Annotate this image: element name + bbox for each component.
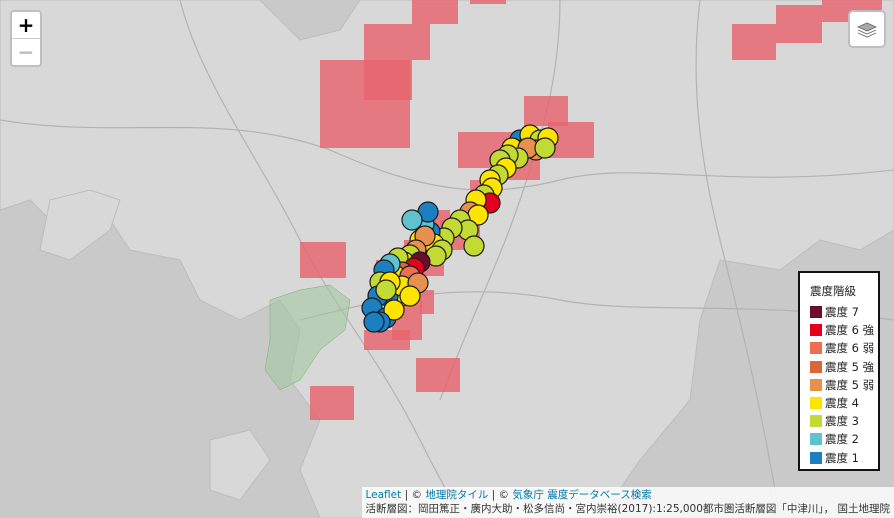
legend-swatch [810, 415, 822, 428]
legend-swatch [810, 397, 822, 410]
intensity-mesh-cell[interactable] [524, 96, 568, 126]
intensity-mesh-cell[interactable] [300, 242, 346, 278]
legend-label: 震度 3 [825, 414, 859, 429]
legend-swatch [810, 342, 822, 355]
zoom-in-button[interactable]: + [17, 13, 35, 37]
intensity-marker[interactable] [401, 209, 423, 231]
intensity-marker-layer [361, 124, 559, 333]
jma-database-link[interactable]: 気象庁 震度データベース検索 [512, 489, 652, 501]
legend-item: 震度 3 [810, 412, 878, 430]
intensity-marker[interactable] [463, 235, 485, 257]
legend-label: 震度 6 強 [825, 323, 875, 338]
attribution: Leaflet | © 地理院タイル | © 気象庁 震度データベース検索 活断… [361, 487, 894, 518]
fault-map-credit: 活断層図：岡田篤正・廣内大助・松多信尚・宮内崇裕(2017):1:25,000都… [365, 503, 891, 515]
intensity-mesh-cell[interactable] [420, 290, 434, 314]
leaflet-link[interactable]: Leaflet [365, 489, 402, 501]
intensity-mesh-cell[interactable] [364, 24, 430, 60]
legend-label: 震度 1 [825, 450, 859, 465]
intensity-mesh-cell[interactable] [364, 60, 412, 100]
active-fault-zone [264, 284, 351, 391]
intensity-marker[interactable] [383, 299, 405, 321]
legend-item: 震度 5 弱 [810, 376, 878, 394]
legend-swatch [810, 306, 822, 319]
legend-item: 震度 7 [810, 303, 878, 321]
legend-swatch [810, 360, 822, 373]
legend-item: 震度 6 弱 [810, 339, 878, 357]
legend-swatch [810, 324, 822, 337]
attribution-separator-1: | © [401, 489, 426, 501]
legend-item: 震度 1 [810, 449, 878, 467]
intensity-mesh-cell[interactable] [412, 0, 458, 24]
intensity-mesh-cell[interactable] [732, 24, 776, 60]
legend-label: 震度 5 強 [825, 359, 875, 374]
intensity-marker[interactable] [363, 311, 385, 333]
legend-item: 震度 2 [810, 430, 878, 448]
intensity-mesh-cell[interactable] [470, 0, 506, 4]
legend-label: 震度 6 弱 [825, 341, 875, 356]
intensity-marker[interactable] [399, 285, 421, 307]
legend-title: 震度階級 [810, 284, 856, 298]
layers-icon [857, 22, 877, 38]
legend-item: 震度 5 強 [810, 358, 878, 376]
intensity-marker[interactable] [534, 137, 556, 159]
land-island-south [209, 429, 271, 501]
intensity-marker[interactable] [375, 279, 397, 301]
land-islands-west [39, 189, 121, 261]
zoom-out-button[interactable]: − [12, 38, 40, 65]
legend-label: 震度 4 [825, 396, 859, 411]
legend-items: 震度 7 震度 6 強震度 6 弱震度 5 強震度 5 弱震度 4 震度 3 震度 2… [810, 303, 878, 467]
zoom-control: + − [10, 10, 42, 67]
legend-item: 震度 4 [810, 394, 878, 412]
legend-label: 震度 5 弱 [825, 377, 875, 392]
intensity-mesh-cell[interactable] [310, 386, 354, 420]
intensity-mesh-cell[interactable] [416, 358, 460, 392]
legend-item: 震度 6 強 [810, 321, 878, 339]
layers-control-button[interactable] [848, 10, 886, 48]
legend-swatch [810, 378, 822, 391]
legend-swatch [810, 451, 822, 464]
legend-swatch [810, 433, 822, 446]
legend-label: 震度 7 [825, 305, 859, 320]
intensity-legend: 震度階級 震度 7 震度 6 強震度 6 弱震度 5 強震度 5 弱震度 4 震度 … [798, 271, 880, 471]
gsi-tile-link[interactable]: 地理院タイル [425, 489, 489, 501]
legend-label: 震度 2 [825, 432, 859, 447]
attribution-separator-2: | © [488, 489, 513, 501]
intensity-mesh-cell[interactable] [776, 5, 822, 43]
